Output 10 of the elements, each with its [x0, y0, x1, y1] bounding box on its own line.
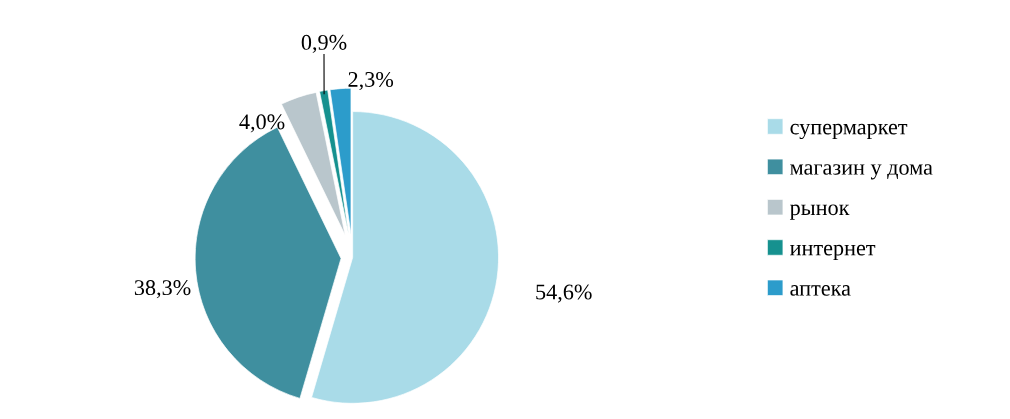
legend-label: аптека: [790, 285, 851, 296]
legend-label: интернет: [790, 244, 876, 260]
data-label: 2,3%: [348, 71, 394, 91]
data-label: 38,3%: [134, 280, 191, 299]
data-label: 4,0%: [239, 114, 285, 133]
data-label: 0,9%: [301, 34, 347, 54]
legend-label: рынок: [789, 204, 850, 220]
data-label: 54,6%: [536, 284, 592, 303]
legend-label: магазин у дома: [790, 164, 933, 180]
legend-label: супермаркет: [790, 123, 908, 140]
